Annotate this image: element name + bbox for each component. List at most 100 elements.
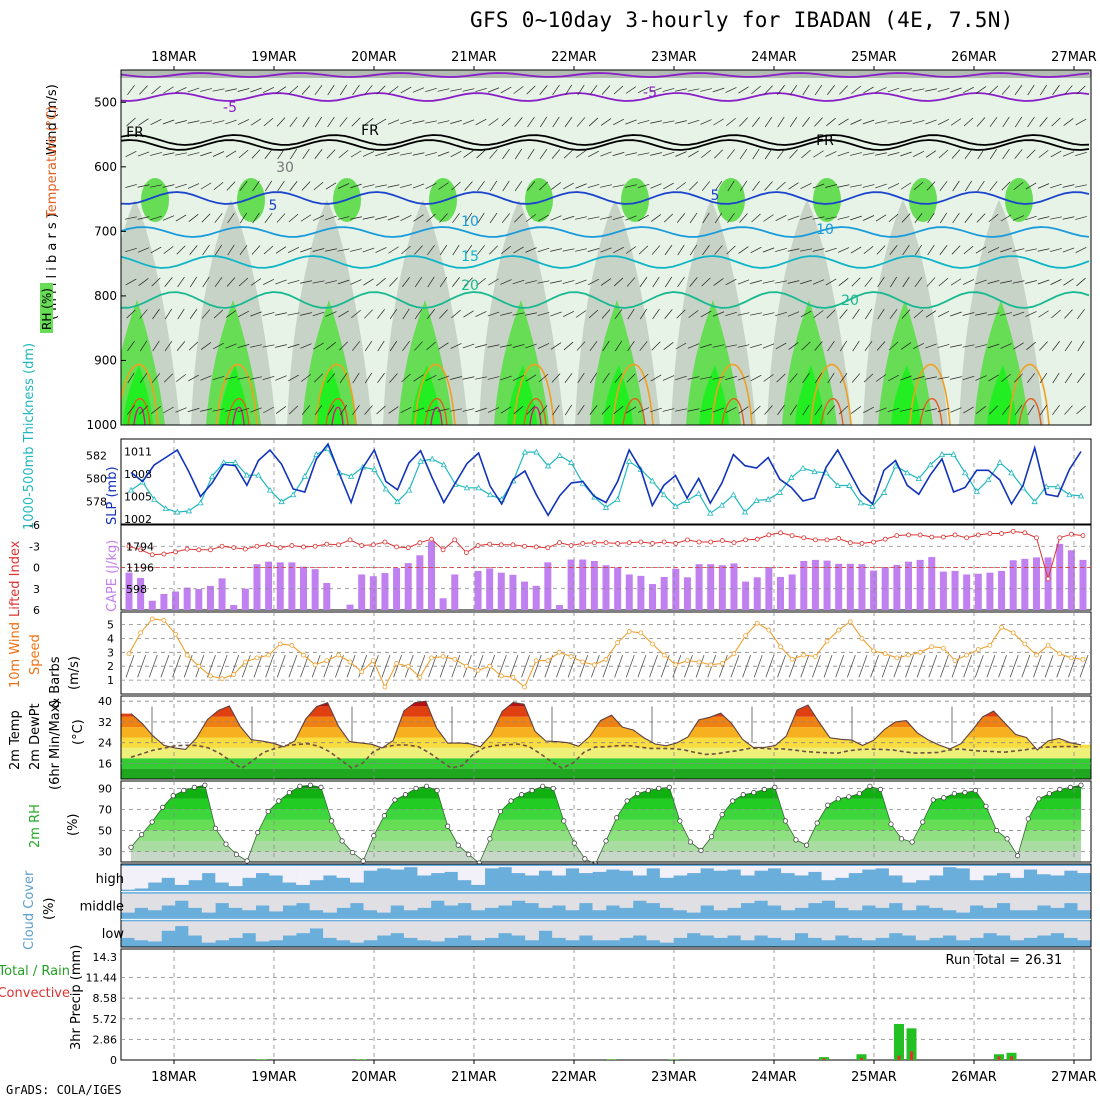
lifted-index-point bbox=[696, 539, 702, 545]
wind-barb bbox=[402, 277, 410, 287]
wind-barb bbox=[826, 405, 836, 415]
wind-barb bbox=[613, 118, 624, 126]
wind-barb bbox=[489, 212, 498, 224]
wind-barb bbox=[1063, 278, 1074, 286]
surface-wind-barb bbox=[800, 654, 810, 678]
cape-bar bbox=[160, 594, 168, 610]
isotherm-25 bbox=[414, 363, 456, 425]
cloud-cell-high bbox=[121, 866, 135, 890]
rh-mid-level-patch bbox=[237, 178, 265, 222]
wind-barb bbox=[827, 372, 835, 384]
cloud-cell-low bbox=[215, 921, 230, 941]
wind-barb bbox=[764, 116, 773, 128]
wind-barb bbox=[1002, 116, 1010, 128]
wind-speed-point bbox=[650, 641, 655, 647]
lifted-index-point bbox=[149, 552, 155, 558]
rh2m-point bbox=[424, 783, 430, 789]
wind-barb bbox=[750, 246, 762, 254]
wind-barb bbox=[150, 152, 162, 156]
rh-tick-label: 90 bbox=[98, 782, 112, 795]
pressure-tick-label: 900 bbox=[94, 353, 117, 367]
cloud-cell-high bbox=[1064, 866, 1078, 871]
lifted-index-point bbox=[650, 541, 655, 546]
cloud-cell-middle bbox=[161, 893, 176, 906]
wind-barb bbox=[625, 215, 637, 221]
wind-barb bbox=[600, 216, 612, 220]
wind-barb bbox=[963, 245, 974, 255]
wind-barb bbox=[412, 152, 425, 156]
cloud-cell-middle bbox=[1023, 893, 1038, 911]
wind-barb bbox=[288, 374, 299, 382]
wind-barb bbox=[876, 245, 886, 255]
wind-speed-point bbox=[394, 661, 399, 666]
wind-barb bbox=[250, 376, 262, 380]
wind-barb bbox=[563, 149, 574, 159]
wind-speed-point bbox=[661, 652, 667, 658]
wind-barb bbox=[826, 309, 836, 319]
cloud-cell-low bbox=[767, 921, 782, 938]
wind-barb bbox=[839, 85, 848, 95]
wind-axis-label-1: 10m Wind bbox=[8, 622, 23, 688]
cloud-cell-high bbox=[781, 866, 795, 874]
thickness-point bbox=[811, 468, 818, 475]
wind-barb bbox=[575, 216, 587, 220]
wind-barb bbox=[950, 407, 962, 413]
wind-barb bbox=[701, 181, 711, 191]
wind-barb bbox=[563, 341, 574, 351]
thickness-point bbox=[1031, 498, 1038, 505]
wind-barb bbox=[302, 116, 310, 128]
wind-barb bbox=[612, 215, 625, 221]
wind-barb bbox=[150, 215, 162, 221]
cape-bar bbox=[1009, 560, 1017, 610]
wind-barb bbox=[487, 87, 500, 93]
contour-label: FR bbox=[361, 123, 379, 139]
surface-wind-barb bbox=[765, 654, 775, 678]
cloud-cell-low bbox=[673, 921, 688, 938]
wind-barb bbox=[564, 404, 573, 416]
cloud-cell-middle bbox=[983, 893, 997, 908]
wind-barb bbox=[375, 151, 387, 157]
wind-barb bbox=[962, 312, 975, 316]
cloud-cell-low bbox=[444, 921, 459, 938]
wind-barb bbox=[877, 276, 885, 288]
wind-barb bbox=[562, 311, 575, 317]
cloud-cell-high bbox=[565, 866, 580, 869]
wind-speed-point bbox=[429, 655, 434, 661]
wind-speed-point bbox=[871, 648, 876, 654]
wind-barb bbox=[312, 248, 325, 252]
date-label-bottom: 25MAR bbox=[851, 1070, 897, 1085]
thickness-point bbox=[243, 471, 251, 478]
wind-barb bbox=[864, 308, 873, 320]
wind-barb bbox=[137, 151, 150, 157]
cloud-cell-low bbox=[525, 921, 539, 941]
wind-barb bbox=[462, 376, 475, 380]
temp-band bbox=[121, 701, 1091, 707]
cape-bar bbox=[253, 564, 261, 610]
cloud-cell-middle bbox=[1037, 893, 1051, 906]
cape-bar bbox=[777, 576, 785, 610]
wind-barb bbox=[713, 278, 724, 286]
wind-barb bbox=[476, 277, 486, 287]
wind-barb bbox=[1014, 404, 1023, 416]
wind-barb bbox=[762, 312, 775, 316]
cloud-cell-middle bbox=[403, 893, 418, 911]
wind-barb bbox=[750, 312, 762, 316]
date-label-top: 22MAR bbox=[551, 50, 597, 65]
lifted-index-point bbox=[708, 539, 714, 545]
cape-bar bbox=[241, 588, 249, 610]
wind-barb bbox=[500, 375, 512, 381]
wind-barb bbox=[250, 344, 262, 348]
wind-barb bbox=[950, 311, 962, 317]
wind-barb bbox=[362, 216, 375, 220]
lifted-index-point bbox=[173, 549, 178, 555]
cape-bar bbox=[939, 571, 947, 610]
wind-barb bbox=[825, 151, 837, 157]
rh2m-point bbox=[994, 827, 1000, 833]
thickness-point bbox=[475, 484, 482, 491]
wind-barb bbox=[551, 149, 561, 159]
surface-wind-barb bbox=[276, 654, 286, 678]
wind-barb bbox=[902, 244, 910, 256]
surface-wind-barb bbox=[684, 654, 693, 678]
rh2m-point bbox=[877, 786, 883, 792]
wind-barb bbox=[177, 308, 185, 320]
